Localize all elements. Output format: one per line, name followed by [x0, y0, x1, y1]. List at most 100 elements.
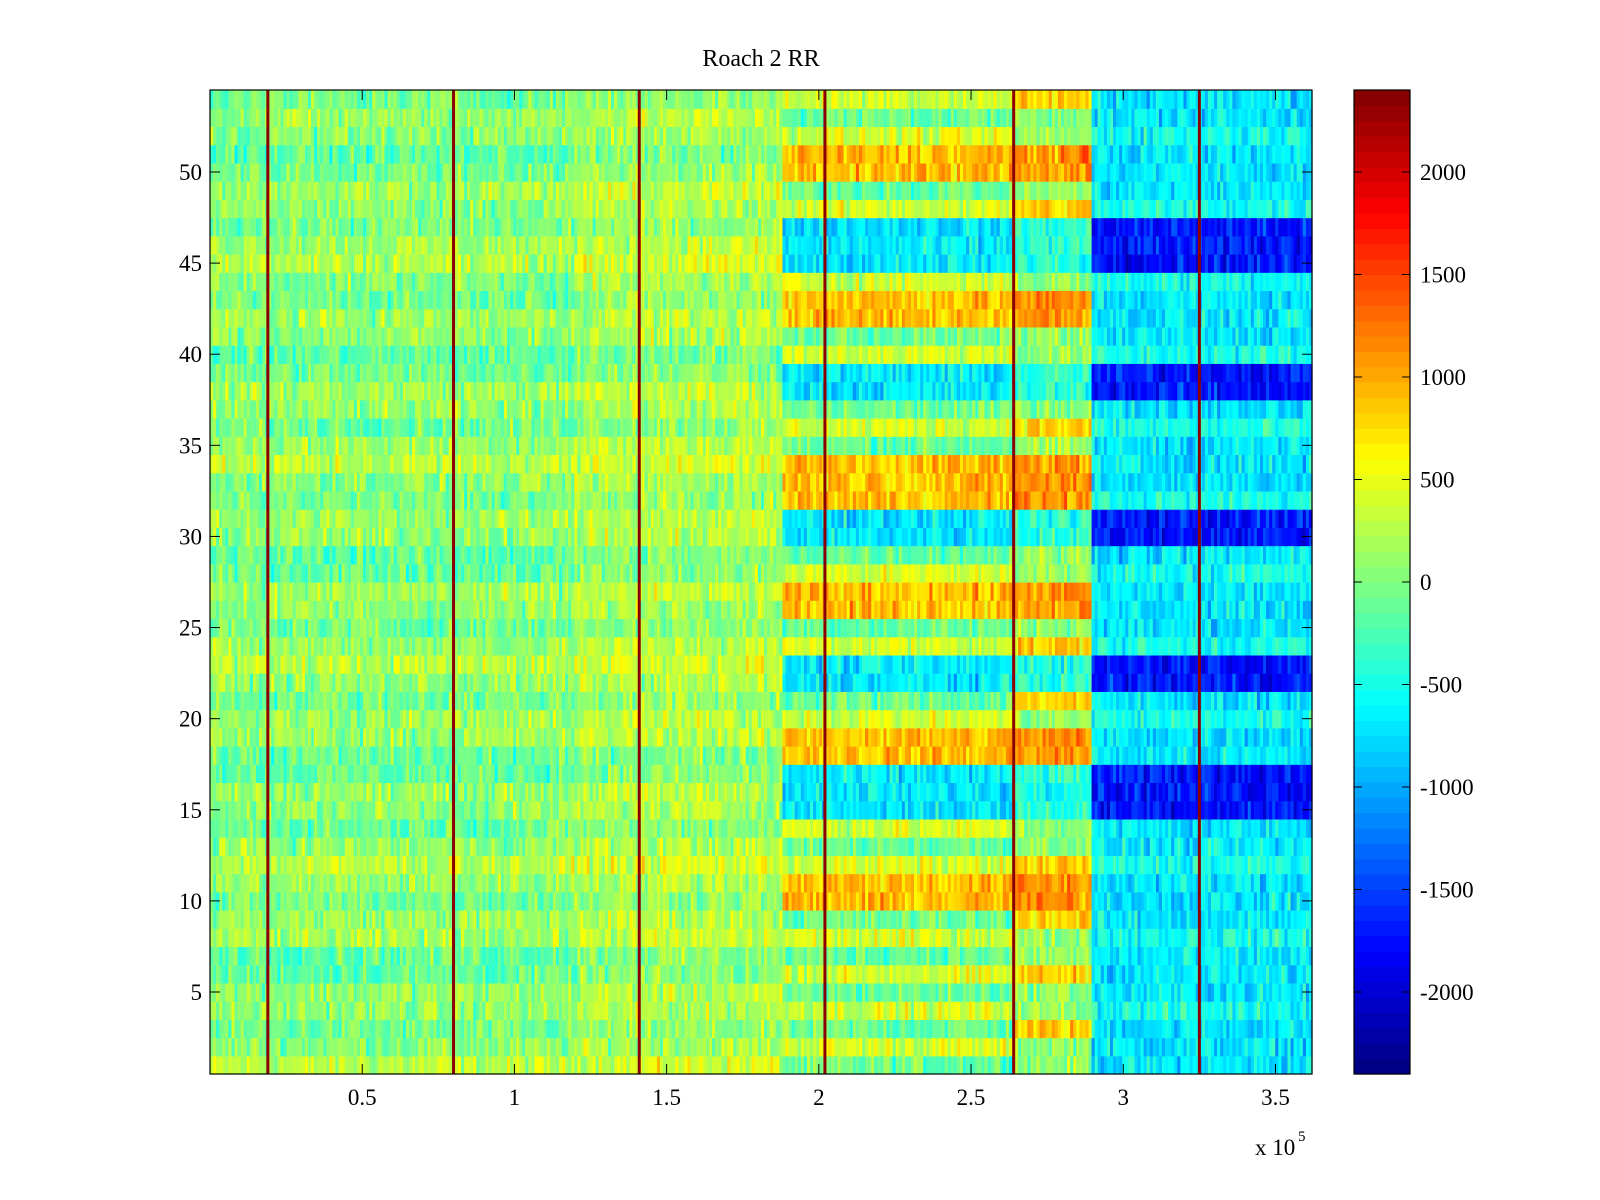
heatmap-cell: [1057, 982, 1062, 1002]
heatmap-cell: [1122, 891, 1126, 911]
heatmap-cell: [1305, 873, 1310, 893]
heatmap-cell: [776, 855, 780, 875]
heatmap-cell: [1015, 837, 1019, 856]
heatmap-cell: [656, 982, 661, 1002]
heatmap-cell: [956, 910, 961, 929]
heatmap-cell: [757, 1055, 762, 1075]
heatmap-cell: [797, 855, 802, 875]
heatmap-cell: [999, 855, 1004, 875]
heatmap-cell: [439, 1001, 444, 1020]
heatmap-cell: [522, 946, 526, 966]
heatmap-cell: [531, 891, 536, 911]
heatmap-cell: [751, 946, 756, 966]
heatmap-cell: [1134, 946, 1139, 966]
heatmap-cell: [222, 891, 226, 911]
heatmap-cell: [277, 1037, 281, 1057]
heatmap-cell: [1100, 1019, 1105, 1039]
heatmap-cell: [681, 837, 686, 856]
heatmap-cell: [311, 891, 315, 911]
heatmap-cell: [317, 1019, 321, 1039]
heatmap-cell: [877, 1001, 881, 1020]
heatmap-cell: [953, 928, 958, 948]
heatmap-cell: [1259, 837, 1264, 856]
heatmap-cell: [736, 855, 741, 875]
heatmap-cell: [724, 891, 728, 911]
heatmap-cell: [304, 873, 309, 893]
heatmap-cell: [595, 873, 600, 893]
heatmap-cell: [828, 855, 832, 875]
heatmap-cell: [366, 910, 370, 929]
heatmap-cell: [666, 891, 670, 911]
heatmap-cell: [402, 873, 407, 893]
heatmap-cell: [534, 855, 539, 875]
heatmap-cell: [831, 928, 836, 948]
heatmap-cell: [332, 910, 337, 929]
heatmap-cell: [595, 964, 600, 984]
heatmap-cell: [877, 910, 881, 929]
heatmap-cell: [347, 964, 352, 984]
heatmap-cell: [344, 891, 349, 911]
heatmap-cell: [764, 1037, 768, 1057]
heatmap-cell: [1106, 910, 1111, 929]
heatmap-cell: [402, 855, 407, 875]
heatmap-cell: [684, 837, 689, 856]
heatmap-cell: [369, 928, 373, 948]
heatmap-cell: [816, 818, 820, 838]
heatmap-cell: [914, 1055, 918, 1075]
heatmap-cell: [800, 1019, 805, 1039]
heatmap-cell: [843, 946, 848, 966]
heatmap-cell: [837, 855, 842, 875]
heatmap-cell: [509, 910, 514, 929]
heatmap-cell: [972, 873, 976, 893]
heatmap-cell: [1021, 910, 1025, 929]
heatmap-cell: [405, 837, 410, 856]
heatmap-cell: [898, 1055, 903, 1075]
heatmap-cell: [681, 1055, 686, 1075]
heatmap-cell: [617, 964, 621, 984]
heatmap-cell: [228, 891, 233, 911]
heatmap-cell: [399, 928, 404, 948]
heatmap-cell: [1263, 1019, 1267, 1039]
heatmap-cell: [669, 873, 673, 893]
heatmap-cell: [953, 1055, 958, 1075]
heatmap-cell: [724, 964, 728, 984]
heatmap-cell: [944, 837, 949, 856]
heatmap-cell: [378, 818, 383, 838]
heatmap-cell: [372, 1037, 376, 1057]
heatmap-cell: [669, 964, 673, 984]
heatmap-cell: [1253, 910, 1258, 929]
heatmap-cell: [1051, 982, 1056, 1002]
heatmap-cell: [246, 1019, 251, 1039]
heatmap-cell: [1088, 910, 1093, 929]
heatmap-cell: [1097, 1019, 1102, 1039]
heatmap-cell: [1180, 1037, 1185, 1057]
heatmap-cell: [332, 982, 337, 1002]
heatmap-cell: [966, 964, 970, 984]
heatmap-cell: [831, 855, 836, 875]
heatmap-cell: [1165, 891, 1169, 911]
heatmap-cell: [412, 818, 416, 838]
heatmap-cell: [770, 873, 774, 893]
heatmap-cell: [1103, 928, 1108, 948]
heatmap-cell: [274, 982, 278, 1002]
heatmap-cell: [607, 818, 612, 838]
heatmap-cell: [274, 928, 278, 948]
heatmap-cell: [473, 1019, 477, 1039]
heatmap-cell: [1244, 873, 1249, 893]
heatmap-cell: [617, 837, 621, 856]
heatmap-cell: [849, 1019, 854, 1039]
heatmap-cell: [592, 982, 597, 1002]
heatmap-cell: [607, 891, 612, 911]
heatmap-cell: [231, 818, 236, 838]
heatmap-cell: [317, 928, 321, 948]
heatmap-cell: [320, 946, 324, 966]
heatmap-cell: [751, 837, 756, 856]
heatmap-cell: [926, 1055, 930, 1075]
heatmap-cell: [1214, 910, 1218, 929]
heatmap-cell: [880, 910, 885, 929]
heatmap-cell: [745, 946, 750, 966]
heatmap-cell: [757, 855, 762, 875]
heatmap-cell: [216, 1055, 220, 1075]
heatmap-cell: [1045, 873, 1050, 893]
heatmap-cell: [803, 982, 808, 1002]
